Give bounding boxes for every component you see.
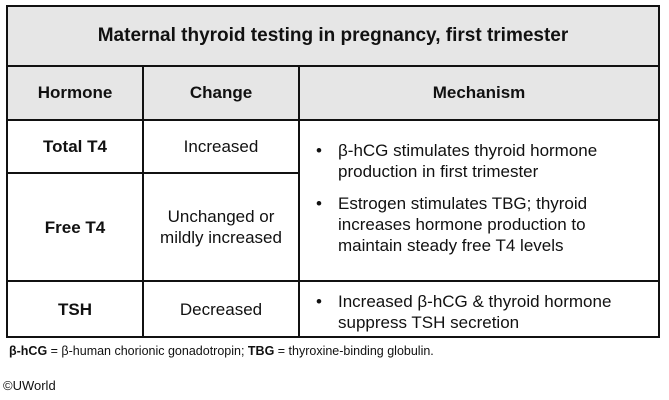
- footnote-definition: = β-human chorionic gonadotropin;: [47, 344, 248, 358]
- mechanism-item: • Increased β-hCG & thyroid hormone supp…: [316, 291, 644, 333]
- mechanism-text: Increased β-hCG & thyroid hormone suppre…: [338, 292, 612, 332]
- row-divider: [8, 172, 298, 174]
- row-change: Increased: [183, 137, 259, 156]
- row-hormone: TSH: [58, 299, 92, 319]
- footnote-term: TBG: [247, 344, 275, 358]
- row-change: Unchanged or mildly increased: [160, 207, 282, 247]
- column-divider: [298, 67, 300, 336]
- row-change: Decreased: [179, 299, 263, 319]
- bullet-icon: •: [316, 141, 322, 160]
- footnote-term: β-hCG: [9, 344, 48, 358]
- copyright-credit: ©UWorld: [3, 378, 56, 393]
- header-change: Change: [144, 67, 298, 121]
- mechanism-item: • Estrogen stimulates TBG; thyroid incre…: [316, 193, 644, 256]
- row-divider: [8, 280, 658, 282]
- header-mechanism: Mechanism: [300, 67, 658, 121]
- bullet-icon: •: [316, 194, 322, 213]
- mechanism-item: • β-hCG stimulates thyroid hormone produ…: [316, 140, 644, 182]
- footnote: β-hCG = β-human chorionic gonadotropin; …: [9, 344, 434, 358]
- mechanism-text: β-hCG stimulates thyroid hormone product…: [338, 141, 598, 181]
- header-hormone: Hormone: [8, 67, 142, 121]
- row-hormone: Total T4: [43, 137, 107, 156]
- column-divider: [142, 67, 144, 336]
- bullet-icon: •: [316, 292, 322, 311]
- thyroid-table: Maternal thyroid testing in pregnancy, f…: [6, 5, 660, 338]
- table-title: Maternal thyroid testing in pregnancy, f…: [8, 7, 658, 67]
- footnote-definition: = thyroxine-binding globulin.: [274, 344, 434, 358]
- mechanism-text: Estrogen stimulates TBG; thyroid increas…: [338, 194, 588, 255]
- row-hormone: Free T4: [44, 217, 106, 237]
